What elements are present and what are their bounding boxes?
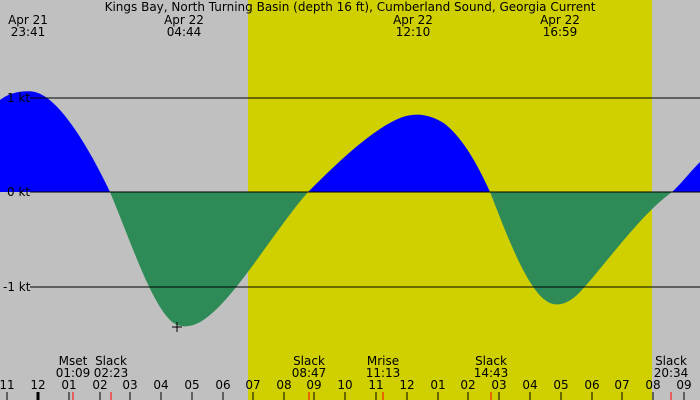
hour-label: 11 xyxy=(368,378,384,392)
hour-label: 05 xyxy=(184,378,200,392)
y-label-0kt: 0 kt xyxy=(7,185,31,199)
hour-label: 02 xyxy=(460,378,476,392)
event-time: 04:44 xyxy=(166,25,202,39)
hour-label: 03 xyxy=(491,378,507,392)
hour-label: 10 xyxy=(337,378,353,392)
hour-label: 01 xyxy=(430,378,446,392)
top-event-2: Apr 22 04:44 xyxy=(156,14,212,38)
ebb-area-1 xyxy=(110,192,308,327)
flood-area-3 xyxy=(672,162,700,192)
event-time: 12:10 xyxy=(395,25,431,39)
event-time: 11:13 xyxy=(365,366,401,380)
hour-label: 04 xyxy=(153,378,169,392)
event-time: 23:41 xyxy=(10,25,46,39)
event-date: Apr 21 xyxy=(8,13,48,27)
bottom-event-mset: Mset 01:09 xyxy=(53,355,93,379)
hour-label: 07 xyxy=(614,378,630,392)
event-label: Slack xyxy=(95,354,127,368)
event-ticks xyxy=(72,392,672,400)
event-time: 14:43 xyxy=(473,366,509,380)
event-date: Apr 22 xyxy=(164,13,204,27)
bottom-event-mrise: Mrise 11:13 xyxy=(363,355,403,379)
hour-label: 12 xyxy=(30,378,46,392)
event-time: 02:23 xyxy=(93,366,129,380)
event-label: Slack xyxy=(475,354,507,368)
event-label: Slack xyxy=(655,354,687,368)
top-event-3: Apr 22 12:10 xyxy=(385,14,441,38)
hour-label: 05 xyxy=(553,378,569,392)
hour-label: 04 xyxy=(522,378,538,392)
y-label-1kt: 1 kt xyxy=(7,91,31,105)
bottom-event-slack-1: Slack 02:23 xyxy=(91,355,131,379)
ebb-area-2 xyxy=(490,192,672,305)
chart-title: Kings Bay, North Turning Basin (depth 16… xyxy=(104,0,596,14)
event-label: Mrise xyxy=(366,354,400,368)
event-time: 16:59 xyxy=(542,25,578,39)
event-label: Slack xyxy=(293,354,325,368)
flood-area-1 xyxy=(0,91,110,192)
event-time: 08:47 xyxy=(291,366,327,380)
bottom-event-slack-3: Slack 14:43 xyxy=(471,355,511,379)
hour-label: 12 xyxy=(399,378,415,392)
hour-ticks xyxy=(6,392,685,400)
event-time: 20:34 xyxy=(653,366,689,380)
hour-label: 06 xyxy=(215,378,231,392)
hour-label: 08 xyxy=(276,378,292,392)
hour-label: 09 xyxy=(676,378,692,392)
y-label-minus1kt: -1 kt xyxy=(3,280,31,294)
event-time: 01:09 xyxy=(55,366,91,380)
hour-label: 09 xyxy=(306,378,322,392)
hour-label: 01 xyxy=(61,378,77,392)
hour-label: 11 xyxy=(0,378,15,392)
hour-label: 06 xyxy=(584,378,600,392)
bottom-event-slack-2: Slack 08:47 xyxy=(289,355,329,379)
top-event-4: Apr 22 16:59 xyxy=(532,14,588,38)
event-label: Mset xyxy=(58,354,88,368)
top-event-1: Apr 21 23:41 xyxy=(0,14,56,38)
event-date: Apr 22 xyxy=(540,13,580,27)
hour-label: 07 xyxy=(245,378,261,392)
bottom-event-slack-4: Slack 20:34 xyxy=(651,355,691,379)
hour-label: 02 xyxy=(92,378,108,392)
hour-label: 08 xyxy=(645,378,661,392)
flood-area-2 xyxy=(308,114,490,192)
hour-label: 03 xyxy=(122,378,138,392)
event-date: Apr 22 xyxy=(393,13,433,27)
